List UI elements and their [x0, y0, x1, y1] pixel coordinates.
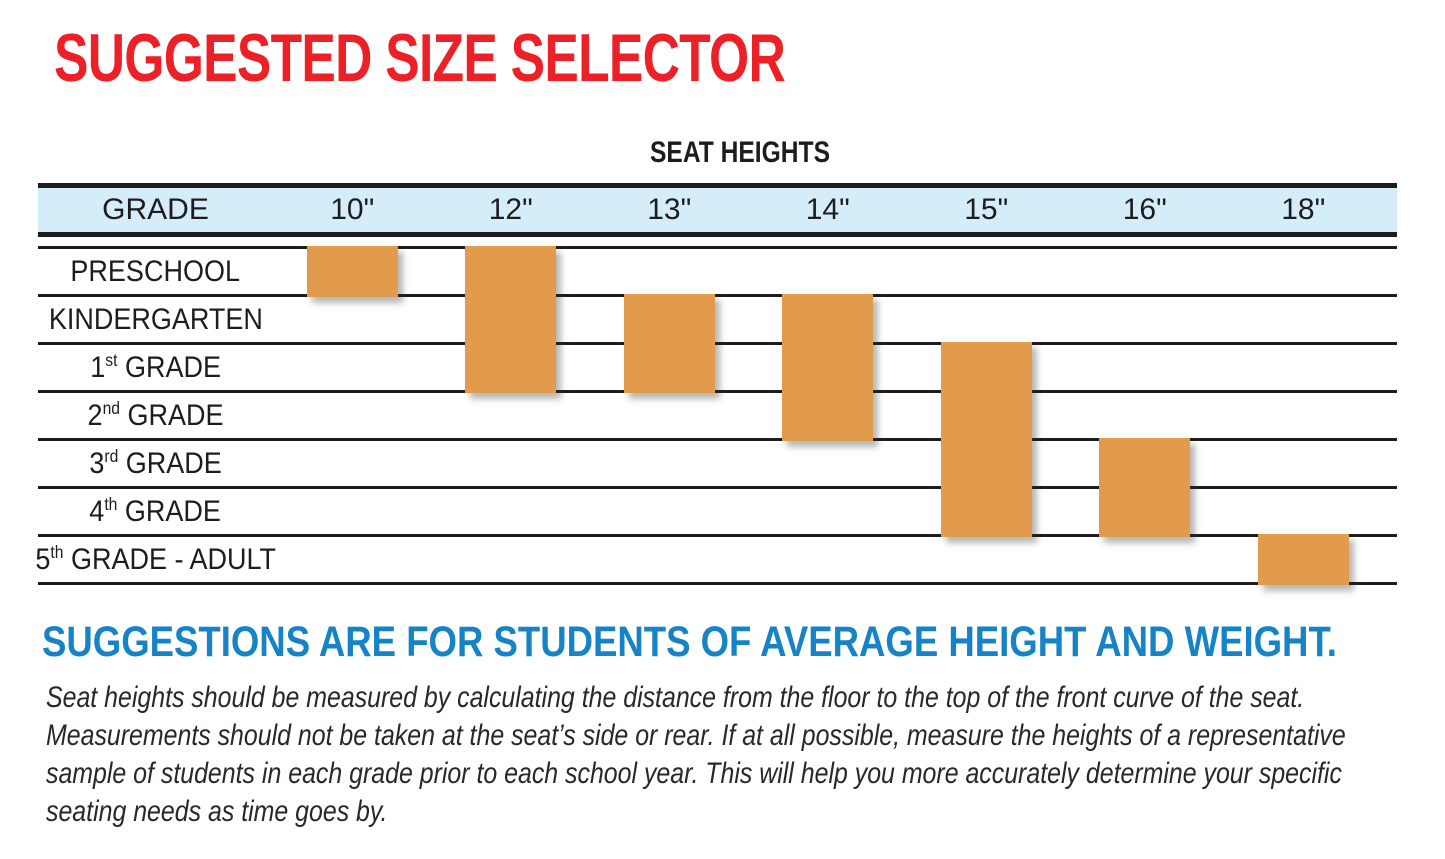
range-bar-12in: [465, 246, 557, 393]
range-bar-13in: [623, 294, 715, 393]
col-header-15in: 15": [964, 193, 1009, 226]
col-header-grade: GRADE: [102, 193, 209, 226]
col-header-14in: 14": [805, 193, 850, 226]
header-rule-gap: [38, 237, 1397, 246]
col-header-12in: 12": [488, 193, 533, 226]
grade-label: KINDERGARTEN: [48, 302, 263, 336]
table-top-rule: [38, 246, 1397, 249]
note-line: seating needs as time goes by.: [46, 795, 388, 828]
note-heading: SUGGESTIONS ARE FOR STUDENTS OF AVERAGE …: [42, 618, 1337, 666]
range-bar-10in: [306, 246, 398, 297]
grade-label: 5th GRADE - ADULT: [35, 541, 276, 576]
grade-row-kindergarten: KINDERGARTEN: [38, 297, 1397, 345]
grade-label: PRESCHOOL: [70, 254, 241, 288]
grade-label: 2nd GRADE: [87, 397, 224, 432]
grade-label: 4th GRADE: [89, 493, 222, 528]
grade-row-1st: 1st GRADE: [38, 345, 1397, 393]
note-paragraph: Seat heights should be measured by calcu…: [46, 679, 1445, 831]
grade-row-4th: 4th GRADE: [38, 489, 1397, 537]
grade-row-3rd: 3rd GRADE: [38, 441, 1397, 489]
grade-row-5th-adult: 5th GRADE - ADULT: [35, 537, 1397, 585]
size-selector-table: GRADE 10" 12" 13" 14" 15" 16" 18" PRESCH…: [35, 183, 1397, 585]
note-line: Measurements should not be taken at the …: [46, 719, 1346, 752]
grade-label: 1st GRADE: [90, 349, 221, 384]
page-title: SUGGESTED SIZE SELECTOR: [54, 20, 786, 96]
col-header-13in: 13": [647, 193, 692, 226]
grade-label: 3rd GRADE: [89, 445, 222, 480]
col-header-10in: 10": [330, 193, 375, 226]
grade-row-2nd: 2nd GRADE: [38, 393, 1397, 441]
table-header-row: GRADE 10" 12" 13" 14" 15" 16" 18": [38, 183, 1397, 237]
col-header-16in: 16": [1122, 193, 1167, 226]
seat-heights-label: SEAT HEIGHTS: [650, 136, 830, 169]
table-body: PRESCHOOL KINDERGARTEN 1st GRADE 2nd GRA…: [35, 246, 1397, 585]
range-bar-16in: [1099, 438, 1191, 537]
note-line: Seat heights should be measured by calcu…: [46, 681, 1305, 714]
range-bar-14in: [782, 294, 874, 441]
note-line: sample of students in each grade prior t…: [46, 757, 1342, 790]
range-bar-18in: [1257, 534, 1349, 585]
col-header-18in: 18": [1281, 193, 1326, 226]
range-bar-15in: [940, 342, 1032, 537]
grade-row-preschool: PRESCHOOL: [38, 249, 1397, 297]
